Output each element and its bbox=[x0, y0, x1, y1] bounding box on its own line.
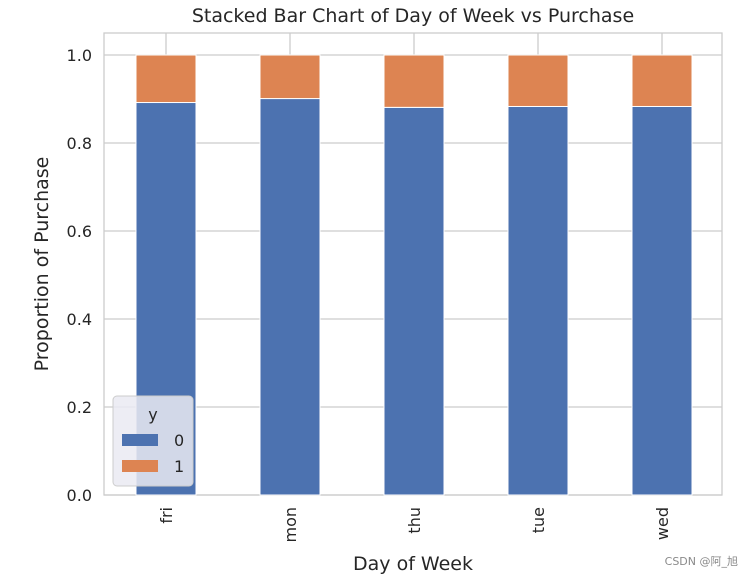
bar-thu-series-0 bbox=[383, 106, 445, 496]
legend: y 0 1 bbox=[112, 395, 194, 487]
x-tick-label: fri bbox=[157, 507, 176, 524]
bar-wed-series-0 bbox=[631, 105, 693, 496]
bar-tue-series-1 bbox=[507, 54, 569, 107]
y-axis-label: Proportion of Purchase bbox=[31, 157, 53, 372]
y-tick-label: 0.6 bbox=[67, 222, 92, 241]
x-tick-label: mon bbox=[281, 507, 300, 543]
watermark: CSDN @阿_旭 bbox=[665, 554, 738, 568]
y-tick-label: 1.0 bbox=[67, 46, 92, 65]
legend-label-0: 0 bbox=[174, 431, 184, 450]
legend-title: y bbox=[148, 405, 157, 424]
y-tick-label: 0.0 bbox=[67, 486, 92, 505]
x-axis-label: Day of Week bbox=[353, 553, 473, 575]
x-tick-label: thu bbox=[405, 507, 424, 534]
legend-swatch-0 bbox=[122, 434, 158, 446]
bar-mon-series-1 bbox=[259, 54, 321, 100]
y-ticks: 0.0 0.2 0.4 0.6 0.8 1.0 bbox=[67, 46, 92, 505]
bar-mon-series-0 bbox=[259, 98, 321, 496]
bar-wed-series-1 bbox=[631, 54, 693, 107]
x-tick-label: wed bbox=[653, 507, 672, 540]
bar-thu-series-1 bbox=[383, 54, 445, 108]
x-tick-label: tue bbox=[529, 507, 548, 533]
chart-title: Stacked Bar Chart of Day of Week vs Purc… bbox=[192, 5, 634, 27]
bar-tue-series-0 bbox=[507, 105, 569, 496]
bar-fri-series-1 bbox=[135, 54, 197, 104]
legend-label-1: 1 bbox=[174, 457, 184, 476]
legend-swatch-1 bbox=[122, 460, 158, 472]
y-tick-label: 0.8 bbox=[67, 134, 92, 153]
x-ticks: fri mon thu tue wed bbox=[157, 507, 672, 543]
y-tick-label: 0.4 bbox=[67, 310, 92, 329]
y-tick-label: 0.2 bbox=[67, 398, 92, 417]
